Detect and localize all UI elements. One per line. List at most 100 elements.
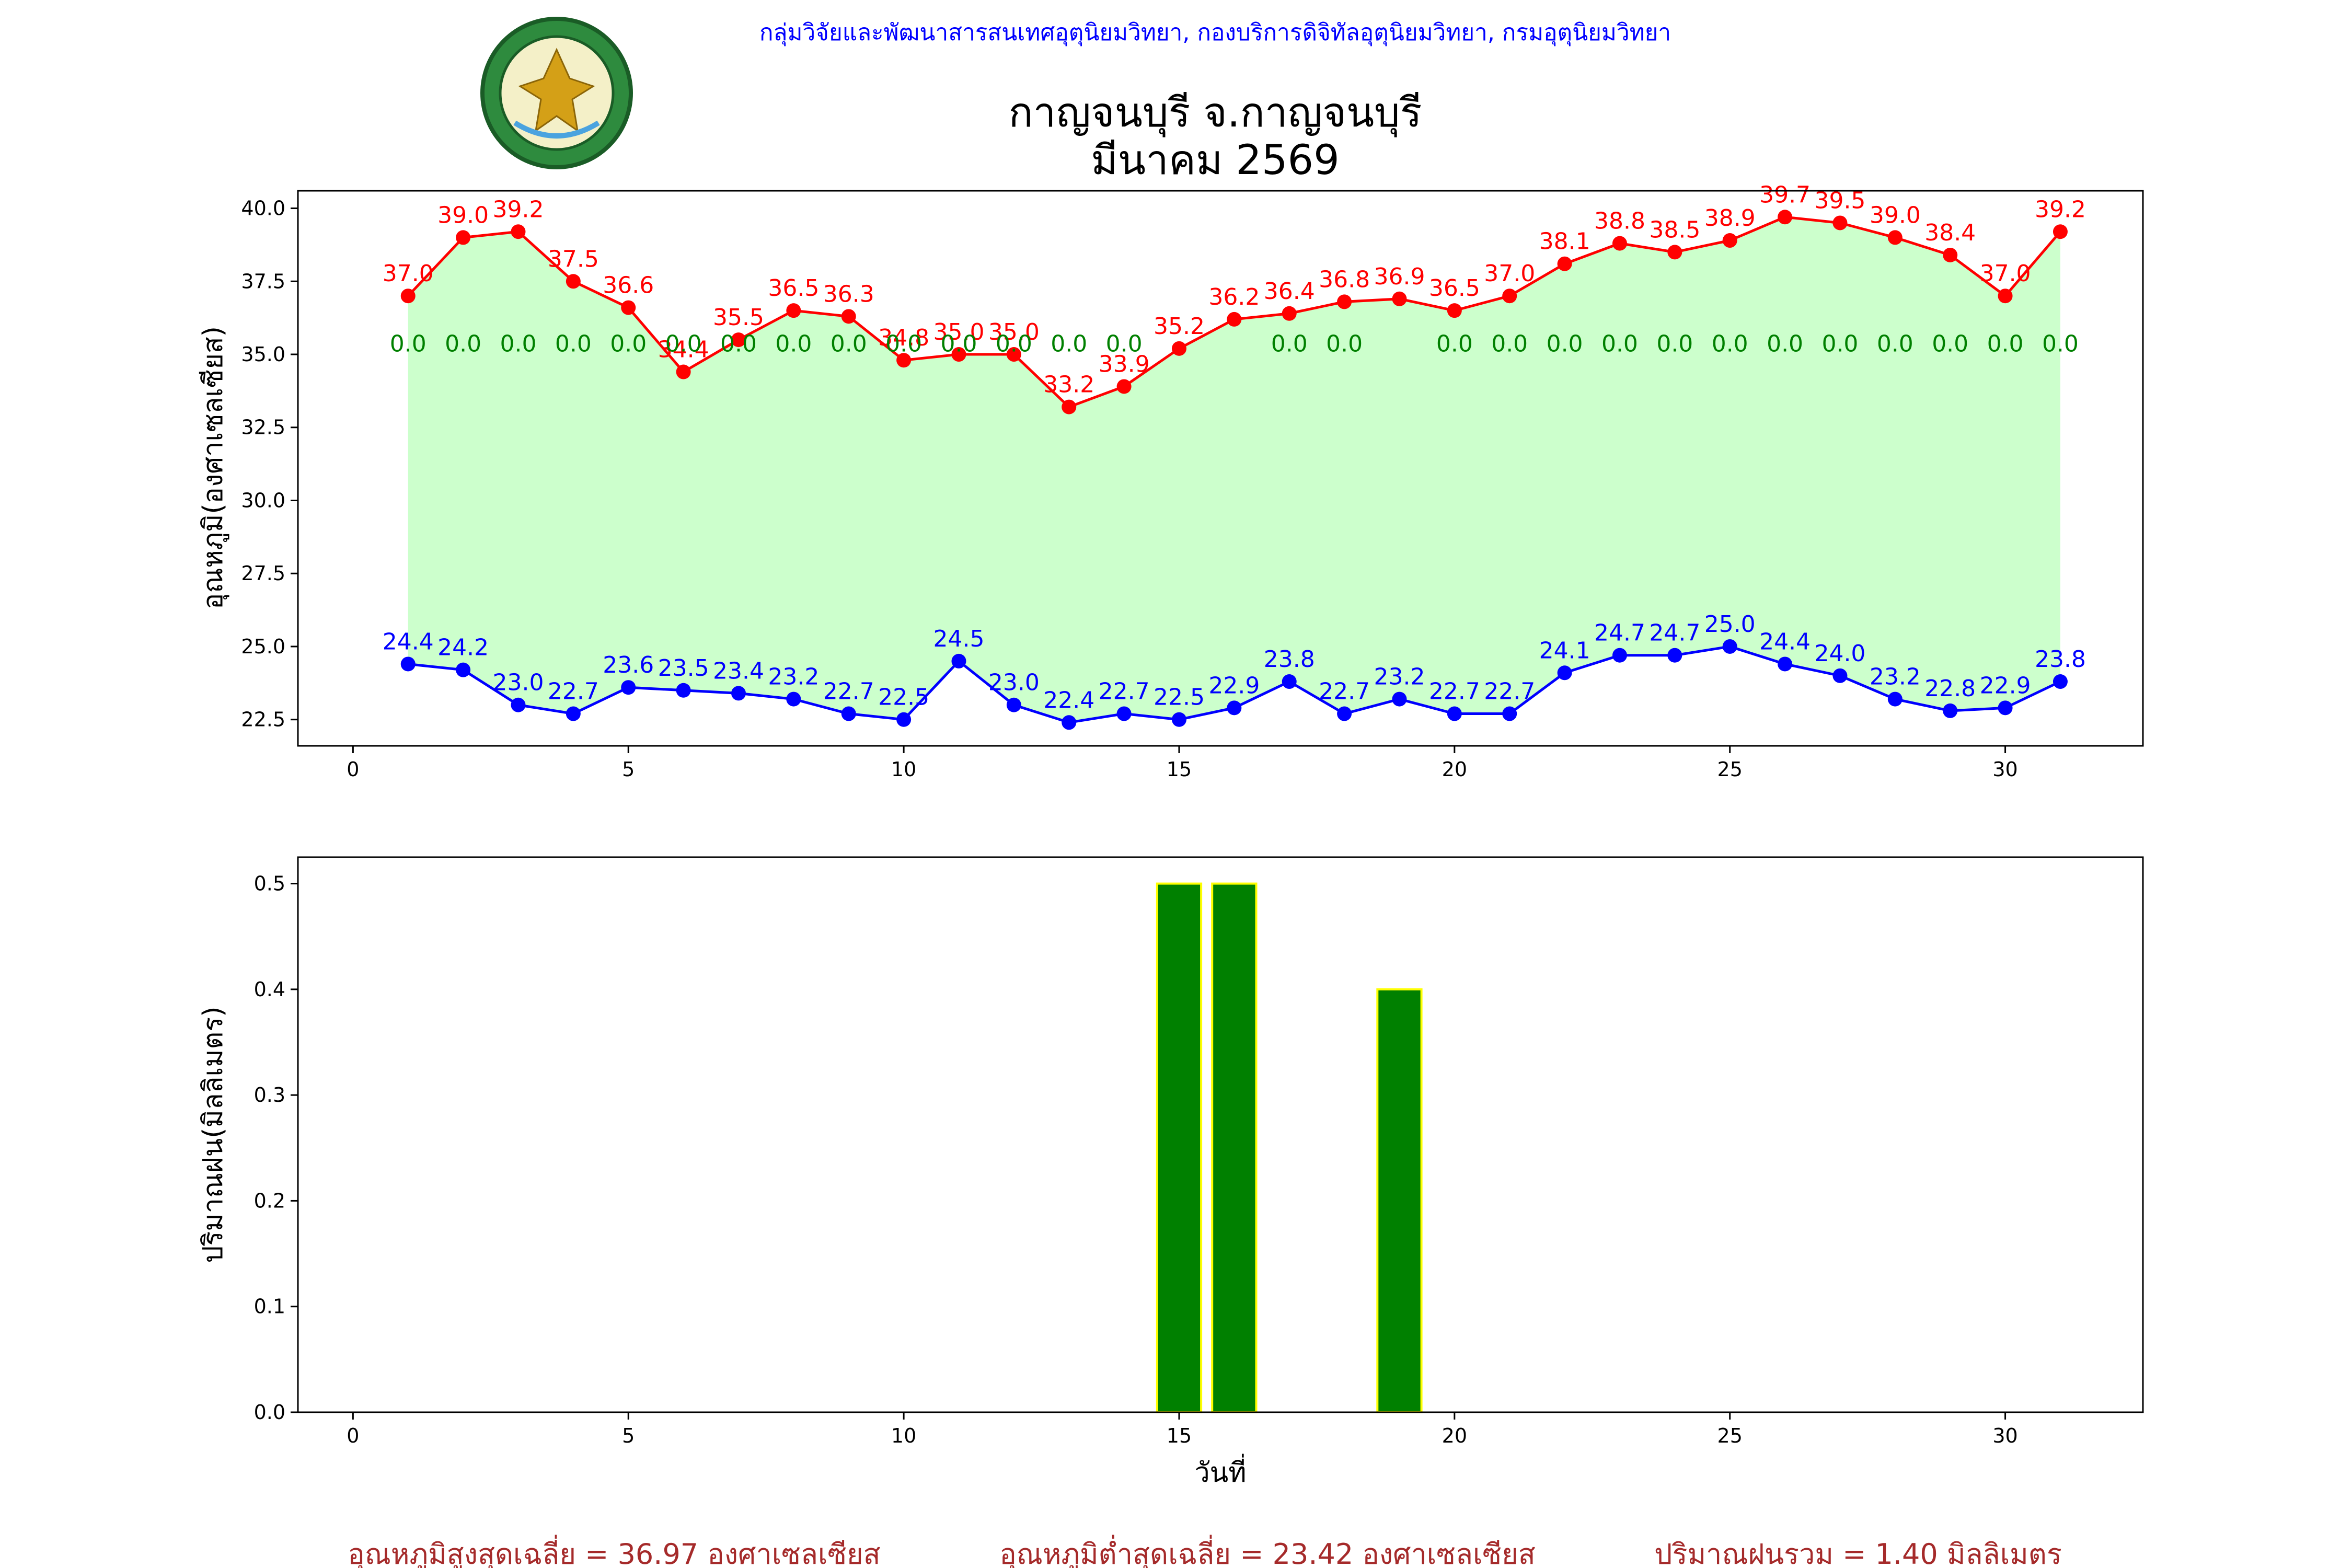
summary-avg-max: อุณหภูมิสูงสุดเฉลี่ย = 36.97 องศาเซลเซีย… — [348, 1535, 880, 1568]
min-temperature-label: 23.5 — [658, 655, 709, 682]
max-temperature-point — [676, 364, 691, 379]
max-temperature-label: 35.2 — [1154, 313, 1205, 340]
min-temperature-point — [566, 706, 581, 721]
max-temperature-label: 33.2 — [1043, 372, 1094, 398]
min-temperature-point — [841, 706, 856, 721]
min-temperature-label: 22.8 — [1924, 675, 1976, 702]
min-temperature-label: 24.4 — [1759, 628, 1811, 655]
rainfall-ticks: 0 5 10 15 20 25 30 0.0 0.1 0.2 0.3 0.4 0.5 — [254, 872, 2018, 1447]
max-temperature-point — [1171, 341, 1186, 356]
rainfall-bar — [1376, 988, 1423, 1414]
max-temperature-point — [1116, 379, 1132, 394]
min-temperature-point — [1612, 648, 1627, 663]
max-temperature-point — [621, 300, 636, 315]
max-temperature-point — [400, 289, 416, 304]
temperature-x-tick-label: 15 — [1167, 758, 1192, 781]
tmd-logo — [480, 17, 633, 169]
max-temperature-label: 36.6 — [603, 272, 654, 299]
max-temperature-point — [1447, 303, 1462, 318]
max-temperature-label: 38.5 — [1649, 216, 1700, 243]
temperature-axes-frame — [297, 190, 2144, 747]
min-temperature-point — [1502, 706, 1517, 721]
min-temperature-point — [1006, 697, 1021, 712]
min-temperature-point — [1171, 712, 1186, 727]
temperature-panel: 37.0 24.4 39.0 24.2 39.2 23.0 37.5 22.7 36.6 23.6… — [198, 181, 2144, 781]
rainfall-y-axis-label: ปริมาณฝน(มิลลิเมตร) — [198, 1006, 229, 1263]
rain-zero-label: 0.0 — [1601, 330, 1638, 357]
temperature-x-tick-label: 30 — [1992, 758, 2017, 781]
rainfall-panel: 0 5 10 15 20 25 30 0.0 0.1 0.2 0.3 0.4 0.5 ปริมาณฝน(… — [198, 856, 2144, 1489]
rain-zero-label: 0.0 — [1712, 330, 1748, 357]
max-temperature-point — [1667, 245, 1682, 260]
min-temperature-point — [1998, 700, 2013, 716]
min-temperature-label: 22.7 — [823, 678, 874, 705]
min-temperature-point — [1227, 700, 1242, 716]
min-temperature-point — [731, 686, 746, 701]
rain-zero-label: 0.0 — [940, 330, 977, 357]
max-temperature-label: 35.0 — [933, 319, 984, 345]
min-temperature-point — [676, 683, 691, 698]
min-temperature-point — [1778, 656, 1793, 672]
rain-zero-label: 0.0 — [1436, 330, 1473, 357]
rain-zero-label: 0.0 — [390, 330, 426, 357]
rain-zero-label: 0.0 — [996, 330, 1032, 357]
rain-zero-label: 0.0 — [1106, 330, 1143, 357]
rain-zero-label: 0.0 — [720, 330, 757, 357]
temperature-ticks: 0 5 10 15 20 25 30 22.5 25.0 27.5 30.0 32.5 35.0 37.5… — [241, 197, 2017, 781]
min-temperature-label: 24.7 — [1594, 620, 1645, 647]
min-temperature-label: 24.5 — [933, 626, 984, 652]
min-temperature-label: 22.7 — [1099, 678, 1150, 705]
max-temperature-label: 39.2 — [493, 196, 544, 223]
min-temperature-point — [621, 680, 636, 695]
rainfall-x-tick-label: 30 — [1992, 1424, 2017, 1447]
max-temperature-label: 36.8 — [1319, 266, 1370, 293]
summary-rain-total: ปริมาณฝนรวม = 1.40 มิลลิเมตร — [1654, 1538, 2062, 1568]
temperature-y-tick-label: 22.5 — [241, 708, 285, 731]
max-temperature-point — [841, 309, 856, 324]
rain-zero-label: 0.0 — [1271, 330, 1308, 357]
min-temperature-label: 24.2 — [437, 635, 489, 661]
max-temperature-point — [1998, 289, 2013, 304]
temperature-y-tick-label: 40.0 — [241, 197, 285, 220]
rainfall-y-tick-label: 0.4 — [254, 978, 285, 1001]
min-temperature-label: 22.5 — [1154, 684, 1205, 711]
organization-line: กลุ่มวิจัยและพัฒนาสารสนเทศอุตุนิยมวิทยา,… — [759, 19, 1671, 47]
rain-zero-label: 0.0 — [775, 330, 812, 357]
rainfall-y-tick-label: 0.3 — [254, 1083, 285, 1106]
min-temperature-label: 22.4 — [1043, 687, 1094, 713]
max-temperature-point — [1943, 247, 1958, 262]
min-temperature-point — [2053, 674, 2068, 689]
max-temperature-label: 38.1 — [1539, 228, 1590, 255]
rainfall-x-tick-label: 0 — [347, 1424, 359, 1447]
max-temperature-label: 35.5 — [713, 304, 764, 331]
max-temperature-point — [1832, 215, 1848, 230]
max-temperature-point — [566, 274, 581, 289]
min-temperature-point — [1062, 715, 1077, 730]
rain-zero-label: 0.0 — [1987, 330, 2024, 357]
temperature-x-tick-label: 0 — [347, 758, 359, 781]
rainfall-x-tick-label: 20 — [1442, 1424, 1467, 1447]
min-temperature-label: 24.4 — [383, 628, 434, 655]
min-temperature-label: 22.9 — [1208, 672, 1260, 699]
min-temperature-point — [1282, 674, 1297, 689]
max-temperature-label: 34.4 — [658, 337, 709, 363]
max-temperature-label: 38.4 — [1924, 220, 1976, 246]
rainfall-bar — [1211, 882, 1258, 1413]
temperature-x-tick-label: 10 — [891, 758, 916, 781]
max-temperature-label: 36.4 — [1264, 278, 1315, 305]
rainfall-axes-frame — [297, 856, 2144, 1413]
max-temperature-point — [1778, 210, 1793, 225]
rainfall-y-tick-label: 0.0 — [254, 1401, 285, 1424]
rain-zero-label: 0.0 — [500, 330, 537, 357]
min-temperature-point — [511, 697, 526, 712]
max-temperature-point — [1227, 312, 1242, 327]
max-temperature-point — [1557, 256, 1572, 271]
rain-zero-label: 0.0 — [610, 330, 647, 357]
rain-zero-label: 0.0 — [2042, 330, 2079, 357]
min-temperature-point — [1667, 648, 1682, 663]
max-temperature-point — [731, 332, 746, 348]
min-temperature-point — [786, 691, 801, 707]
rain-zero-label: 0.0 — [555, 330, 592, 357]
rainfall-y-tick-label: 0.2 — [254, 1189, 285, 1212]
min-temperature-point — [1943, 703, 1958, 718]
